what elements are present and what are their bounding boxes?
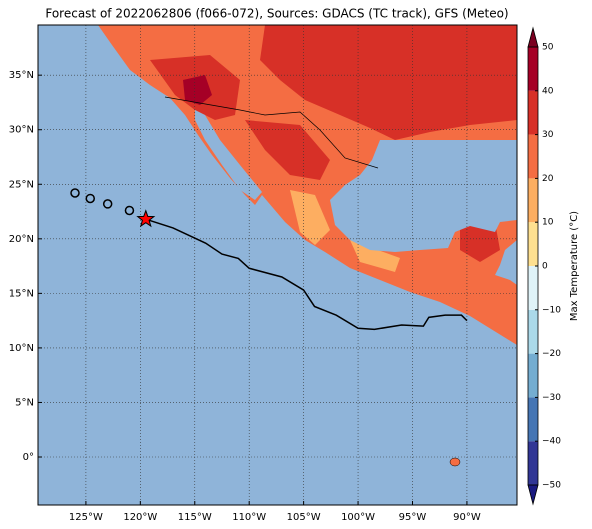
hot-region [245, 120, 330, 180]
colorbar-segment [528, 353, 538, 398]
x-tick-label: 115°W [178, 512, 212, 523]
colorbar-extend-under [527, 484, 539, 506]
x-tick-label: 120°W [123, 512, 157, 523]
colorbar-tick-label: 50 [542, 43, 554, 53]
mild-region [290, 190, 330, 245]
colorbar: 50 40 30 20 10 0 −10 −20 −30 −40 −50 Max Temperatur… [527, 26, 580, 506]
colorbar-segment [528, 222, 538, 266]
border [164, 96, 379, 169]
hot-region [260, 25, 517, 140]
colorbar-tick-label: −30 [542, 393, 561, 403]
colorbar-label: Max Temperature (°C) [569, 211, 580, 321]
colorbar-segment [528, 90, 538, 135]
colorbar-segment [528, 178, 538, 223]
colorbar-extend-over [527, 26, 539, 48]
colorbar-segment [528, 266, 538, 310]
x-tick-label: 105°W [287, 512, 321, 523]
x-tick-label: 110°W [232, 512, 266, 523]
gulf-of-mexico [330, 140, 517, 252]
y-tick-label: 15°N [9, 288, 34, 299]
island [449, 457, 461, 467]
past-position [70, 188, 80, 198]
y-tick-label: 20°N [9, 234, 34, 245]
colorbar-tick-label: −20 [542, 349, 561, 359]
map-title: Forecast of 2022062806 (f066-072), Sourc… [45, 7, 508, 21]
map-frame [37, 24, 518, 506]
colorbar-tick-label: 40 [542, 86, 554, 96]
past-position [102, 199, 113, 209]
gulf-of-california [195, 110, 262, 200]
y-tick-label: 0° [23, 452, 34, 463]
colorbar-segment [528, 309, 538, 354]
current-position [136, 209, 156, 228]
colorbar-tick-label: 30 [542, 130, 554, 140]
y-tick-label: 30°N [9, 125, 34, 136]
forecast-track [145, 218, 468, 331]
colorbar-segment [528, 134, 538, 179]
x-tick-label: 100°W [341, 512, 375, 523]
x-tick-label: 95°W [399, 512, 427, 523]
x-tick-label: 125°W [69, 512, 103, 523]
colorbar-tick-label: 20 [542, 174, 554, 184]
mild-region [350, 240, 400, 272]
colorbar-segment [528, 441, 538, 485]
y-tick-label: 10°N [9, 343, 34, 354]
colorbar-segment [528, 47, 538, 91]
y-tick-label: 5°N [15, 397, 34, 408]
colorbar-tick-label: −40 [542, 437, 561, 447]
map-area [38, 25, 517, 505]
colorbar-tick-label: 0 [542, 262, 548, 272]
hot-region [460, 222, 500, 262]
caribbean [495, 240, 517, 285]
y-tick-label: 35°N [9, 70, 34, 81]
past-position [124, 205, 135, 216]
y-tick-label: 25°N [9, 179, 34, 190]
colorbar-segment [528, 397, 538, 442]
colorbar-tick-label: 10 [542, 218, 554, 228]
very-hot-region [183, 75, 212, 105]
colorbar-tick-label: −50 [542, 481, 561, 491]
past-position [85, 193, 96, 204]
x-tick-label: 90°W [453, 512, 481, 523]
colorbar-tick-label: −10 [542, 305, 561, 315]
